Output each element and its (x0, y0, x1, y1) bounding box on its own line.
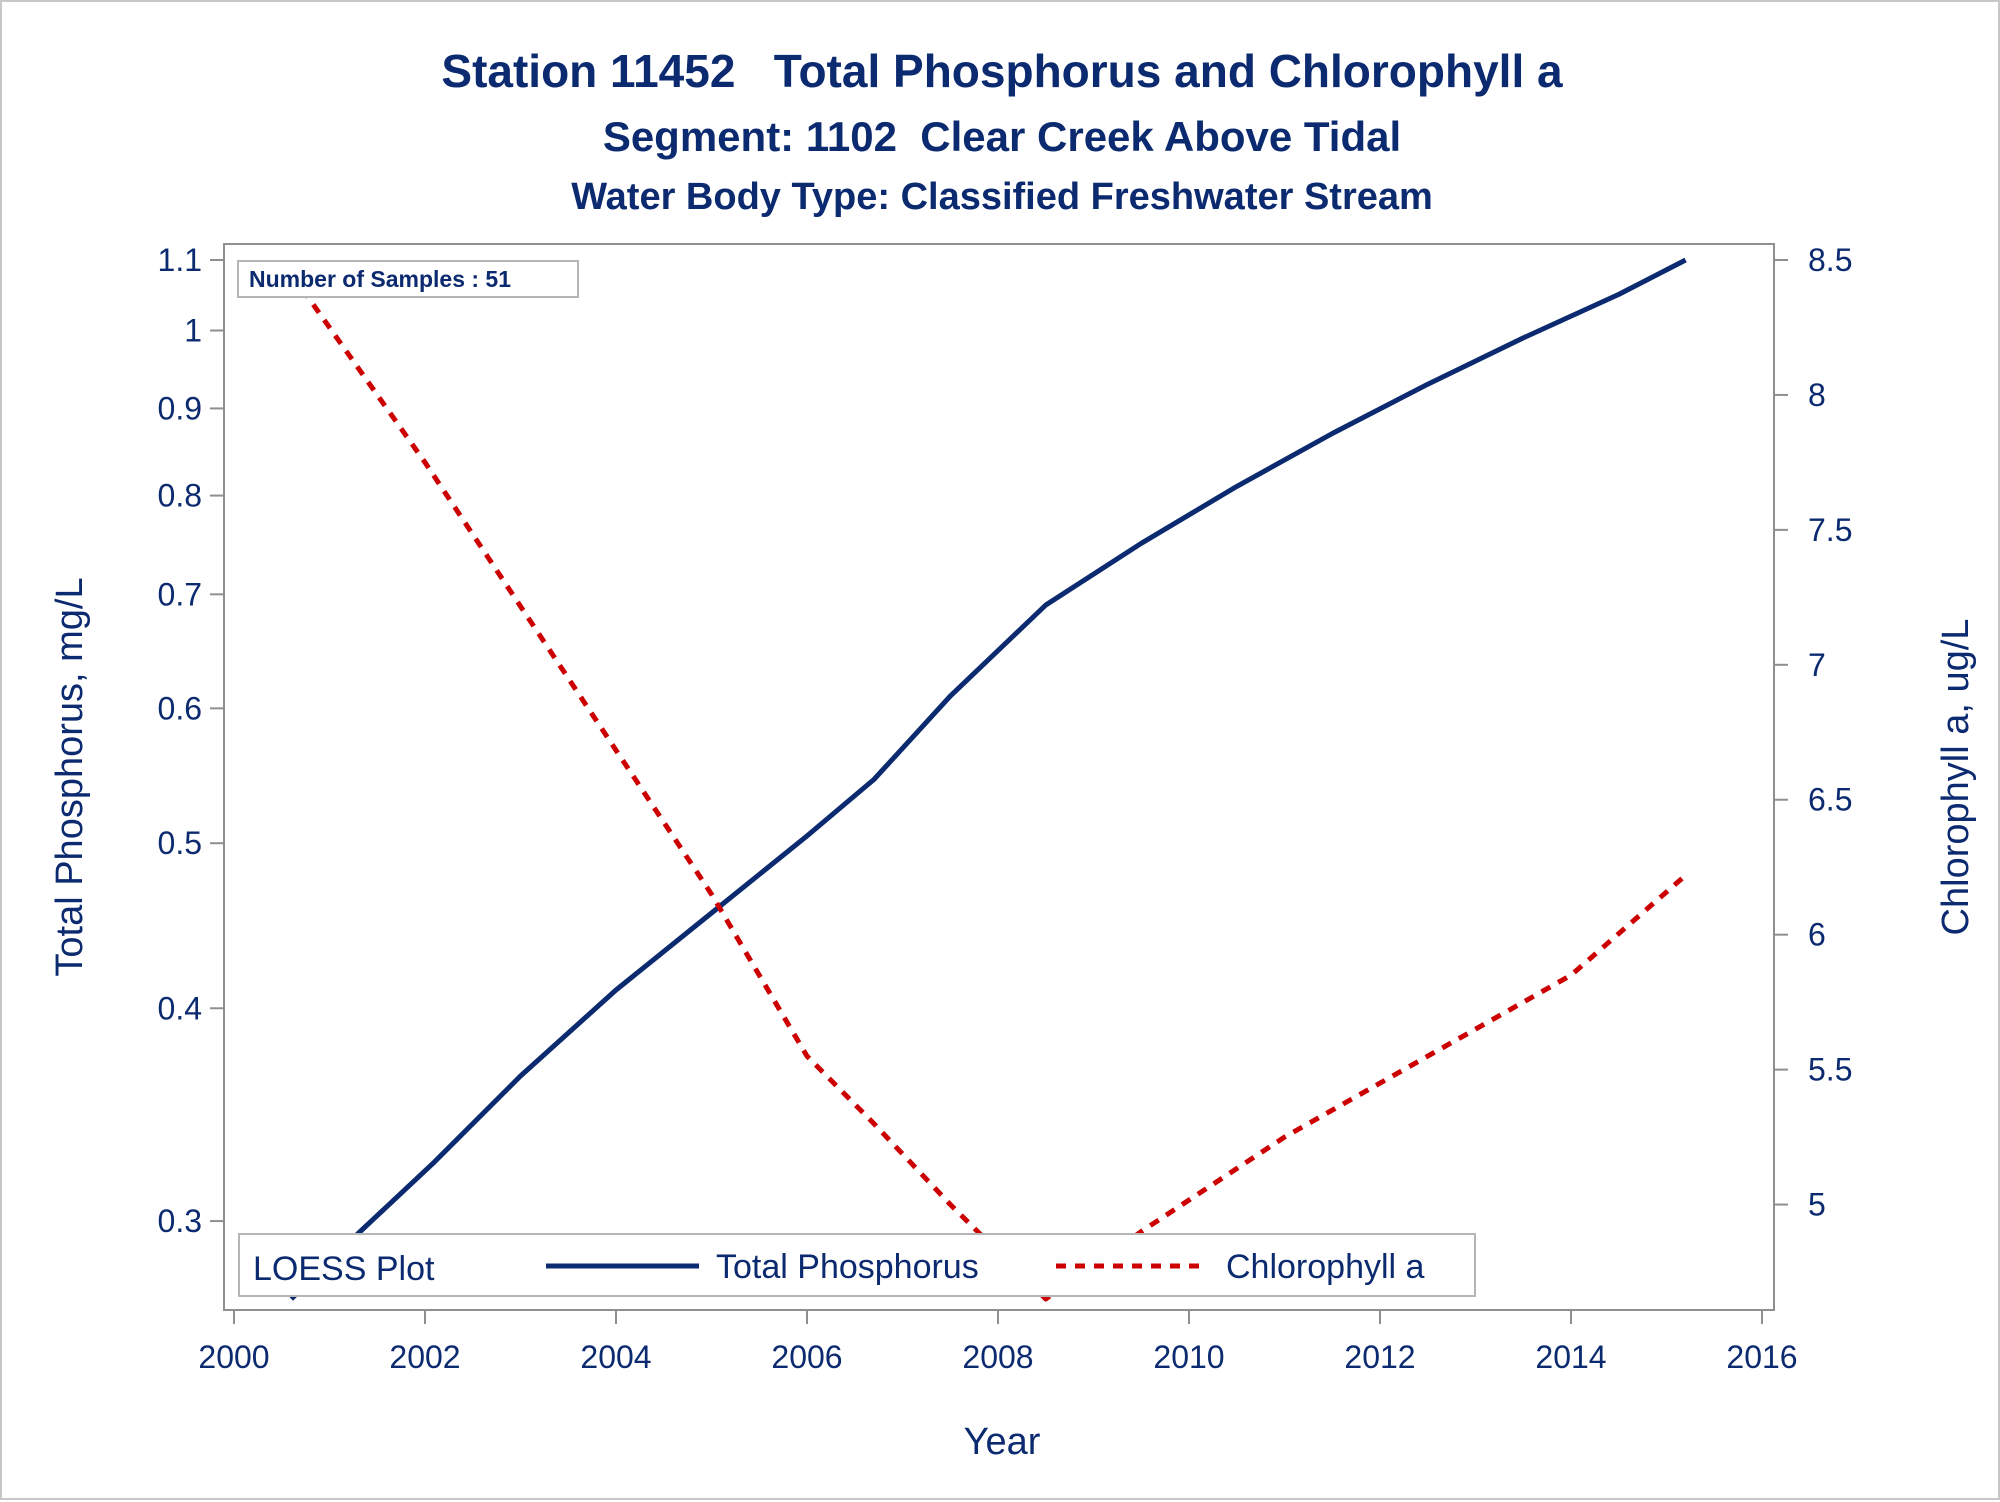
x-tick-label: 2004 (580, 1339, 651, 1375)
y-tick-label: 0.8 (158, 478, 202, 514)
y2-tick-label: 6 (1808, 917, 1826, 953)
chart-subtitle-2: Water Body Type: Classified Freshwater S… (571, 176, 1433, 218)
legend-box (238, 1233, 1476, 1297)
plot-border (223, 243, 1775, 1311)
y2-tick-label: 8.5 (1808, 242, 1852, 278)
x-tick-label: 2002 (389, 1339, 460, 1375)
x-tick-label: 2008 (962, 1339, 1033, 1375)
chart-subtitle: Segment: 1102 Clear Creek Above Tidal (603, 113, 1401, 160)
x-tick-label: 2014 (1535, 1339, 1606, 1375)
x-tick-label: 2006 (771, 1339, 842, 1375)
x-axis-label: Year (964, 1421, 1041, 1463)
series-line-chlorophyll-a (289, 272, 1688, 1302)
x-tick-label: 2010 (1153, 1339, 1224, 1375)
y2-tick-label: 7 (1808, 647, 1826, 683)
legend-label-chlorophyll-a: Chlorophyll a (1226, 1248, 1425, 1286)
y-tick-label: 1 (184, 312, 202, 348)
y-tick-label: 0.6 (158, 690, 202, 726)
y2-tick-label: 5.5 (1808, 1052, 1852, 1088)
plot-area: 2000 2002 2004 2006 2008 2010 2012 2014 2016 0.3 0… (49, 242, 1977, 1463)
y-tick-label: 0.7 (158, 576, 202, 612)
y2-tick-label: 8 (1808, 377, 1826, 413)
inset-box (237, 260, 579, 298)
y-tick-label: 0.3 (158, 1203, 202, 1239)
y2-tick-label: 6.5 (1808, 782, 1852, 818)
x-tick-label: 2016 (1726, 1339, 1797, 1375)
x-tick-label: 2000 (198, 1339, 269, 1375)
x-tick-label: 2012 (1344, 1339, 1415, 1375)
y-tick-label: 0.5 (158, 825, 202, 861)
y-tick-label: 0.4 (158, 990, 202, 1026)
y2-tick-label: 5 (1808, 1187, 1826, 1223)
inset-sample-count: Number of Samples : 51 (249, 266, 511, 292)
legend-title: LOESS Plot (253, 1250, 435, 1288)
series-line-total-phosphorus (289, 257, 1687, 1301)
y-tick-label: 0.9 (158, 390, 202, 426)
y2-tick-label: 7.5 (1808, 512, 1852, 548)
y2-axis-label: Chlorophyll a, ug/L (1935, 619, 1977, 936)
y-tick-label: 1.1 (158, 242, 202, 278)
chart-title: Station 11452 Total Phosphorus and Chlor… (441, 45, 1563, 97)
legend-label-total-phosphorus: Total Phosphorus (716, 1248, 979, 1286)
y-axis-label: Total Phosphorus, mg/L (49, 577, 91, 976)
